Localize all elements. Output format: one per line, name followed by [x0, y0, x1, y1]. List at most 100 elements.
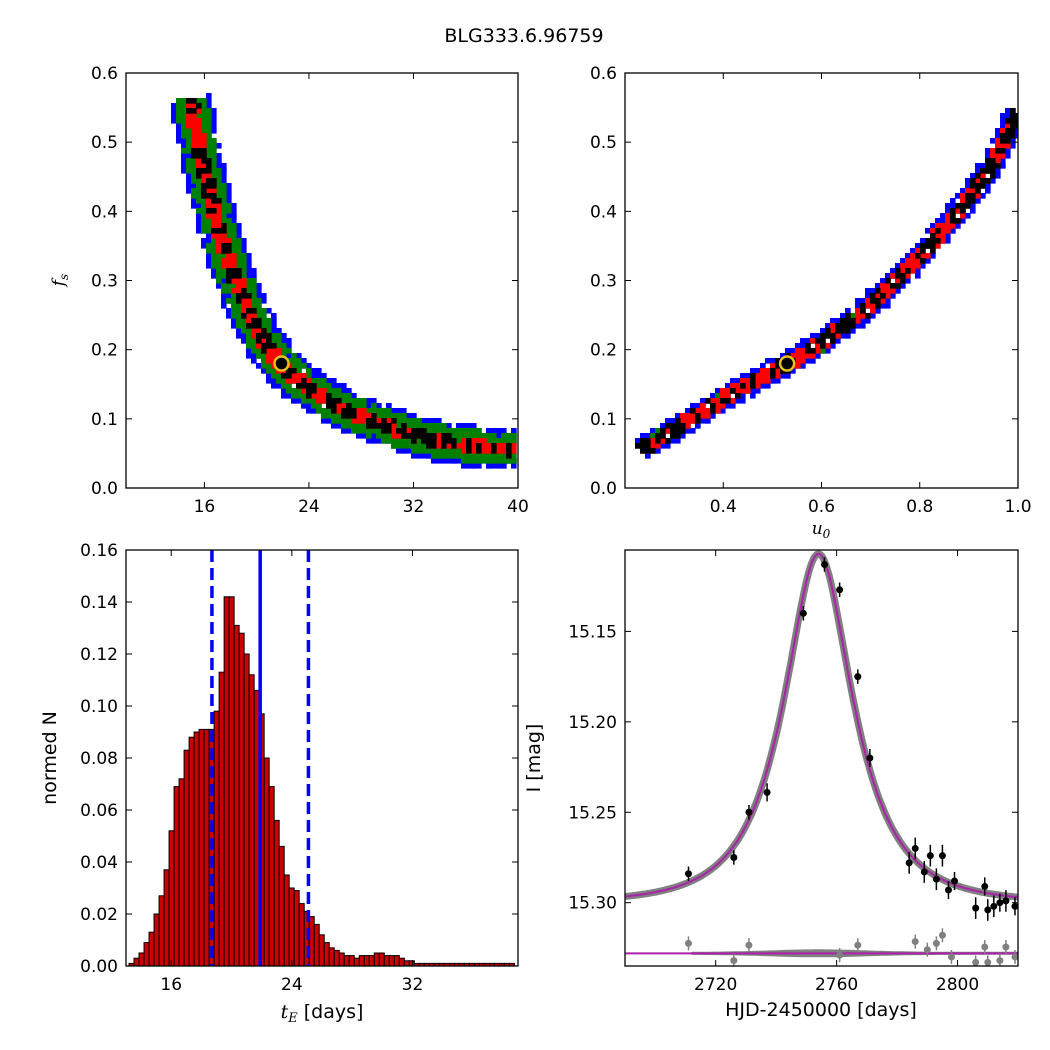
confidence-cell-black	[386, 423, 392, 429]
histogram-bar	[163, 869, 170, 967]
residual-point	[1002, 943, 1010, 951]
confidence-cell-black	[206, 183, 212, 189]
model-uncertainty-band	[625, 550, 1018, 901]
confidence-cell-red	[186, 123, 192, 129]
confidence-cell-blue	[201, 238, 207, 244]
confidence-cell-blue	[1000, 118, 1006, 124]
confidence-cell-blue	[361, 433, 367, 439]
confidence-cell-blue	[196, 223, 202, 229]
data-point	[763, 788, 771, 796]
confidence-cell-blue	[371, 433, 377, 439]
confidence-cell-green	[311, 398, 317, 404]
confidence-cell-blue	[256, 363, 262, 369]
confidence-cell-red	[396, 433, 402, 439]
confidence-cell-blue	[306, 408, 312, 414]
confidence-cell-green	[456, 433, 462, 439]
confidence-cell-blue	[456, 458, 462, 464]
x-tick-label: 0.6	[808, 497, 835, 517]
confidence-cell-black	[246, 308, 252, 314]
confidence-cell-green	[491, 433, 497, 439]
confidence-cell-black	[306, 393, 312, 399]
confidence-cell-blue	[735, 378, 741, 384]
confidence-cell-green	[316, 408, 322, 414]
confidence-cell-blue	[1000, 123, 1006, 129]
confidence-cell-blue	[271, 318, 277, 324]
confidence-cell-red	[206, 198, 212, 204]
confidence-cell-green	[211, 258, 217, 264]
confidence-cell-black	[201, 148, 207, 154]
confidence-cell-black	[705, 398, 711, 404]
confidence-cell-black	[995, 148, 1001, 154]
confidence-cell-blue	[461, 423, 467, 429]
confidence-cell-blue	[256, 293, 262, 299]
confidence-cell-blue	[276, 328, 282, 334]
confidence-cell-blue	[635, 438, 641, 444]
confidence-cell-black	[426, 438, 432, 444]
confidence-cell-blue	[950, 228, 956, 234]
confidence-cell-blue	[820, 328, 826, 334]
confidence-cell-green	[176, 118, 182, 124]
confidence-cell-black	[805, 343, 811, 349]
confidence-cell-red	[725, 388, 731, 394]
confidence-cell-blue	[221, 278, 227, 284]
confidence-cell-green	[256, 348, 262, 354]
confidence-cell-green	[196, 188, 202, 194]
confidence-cell-black	[351, 408, 357, 414]
confidence-cell-black	[331, 398, 337, 404]
confidence-cell-red	[925, 253, 931, 259]
confidence-cell-red	[241, 298, 247, 304]
confidence-cell-red	[211, 213, 217, 219]
confidence-cell-green	[715, 393, 721, 399]
confidence-cell-green	[236, 238, 242, 244]
confidence-cell-green	[256, 303, 262, 309]
confidence-cell-green	[441, 423, 447, 429]
confidence-cell-green	[246, 278, 252, 284]
confidence-cell-red	[256, 343, 262, 349]
y-axis-label: normed N	[39, 711, 61, 805]
histogram-bar	[148, 931, 155, 967]
data-point	[920, 868, 928, 876]
confidence-cell-green	[191, 158, 197, 164]
histogram-bar	[278, 845, 285, 967]
confidence-cell-green	[326, 413, 332, 419]
confidence-cell-blue	[800, 338, 806, 344]
confidence-cell-green	[231, 303, 237, 309]
confidence-cell-red	[1005, 143, 1011, 149]
confidence-cell-black	[466, 448, 472, 454]
confidence-cell-blue	[815, 333, 821, 339]
confidence-cell-green	[196, 178, 202, 184]
confidence-cell-black	[371, 418, 377, 424]
histogram-bar	[168, 830, 175, 967]
confidence-cell-black	[750, 373, 756, 379]
confidence-cell-green	[216, 273, 222, 279]
confidence-cell-green	[501, 433, 507, 439]
confidence-cell-green	[331, 413, 337, 419]
confidence-cell-black	[1010, 113, 1016, 119]
confidence-cell-black	[845, 313, 851, 319]
confidence-cell-blue	[675, 413, 681, 419]
confidence-cell-green	[321, 378, 327, 384]
confidence-cell-blue	[206, 253, 212, 259]
confidence-cell-green	[431, 453, 437, 459]
confidence-cell-blue	[486, 463, 492, 469]
confidence-cell-black	[985, 163, 991, 169]
confidence-cell-blue	[241, 333, 247, 339]
histogram-bar	[283, 874, 290, 967]
x-tick-label: 24	[281, 975, 303, 995]
confidence-cell-red	[216, 218, 222, 224]
confidence-cell-green	[296, 368, 302, 374]
confidence-cell-green	[201, 98, 207, 104]
confidence-cell-blue	[401, 408, 407, 414]
confidence-cell-red	[700, 413, 706, 419]
histogram-bar	[133, 957, 140, 967]
confidence-cell-black	[201, 183, 207, 189]
confidence-cell-red	[211, 233, 217, 239]
confidence-cell-green	[256, 313, 262, 319]
confidence-cell-blue	[840, 333, 846, 339]
confidence-cell-blue	[725, 383, 731, 389]
confidence-cell-black	[750, 378, 756, 384]
confidence-cell-black	[211, 198, 217, 204]
confidence-cell-blue	[346, 428, 352, 434]
confidence-cell-red	[795, 353, 801, 359]
confidence-cell-blue	[221, 178, 227, 184]
